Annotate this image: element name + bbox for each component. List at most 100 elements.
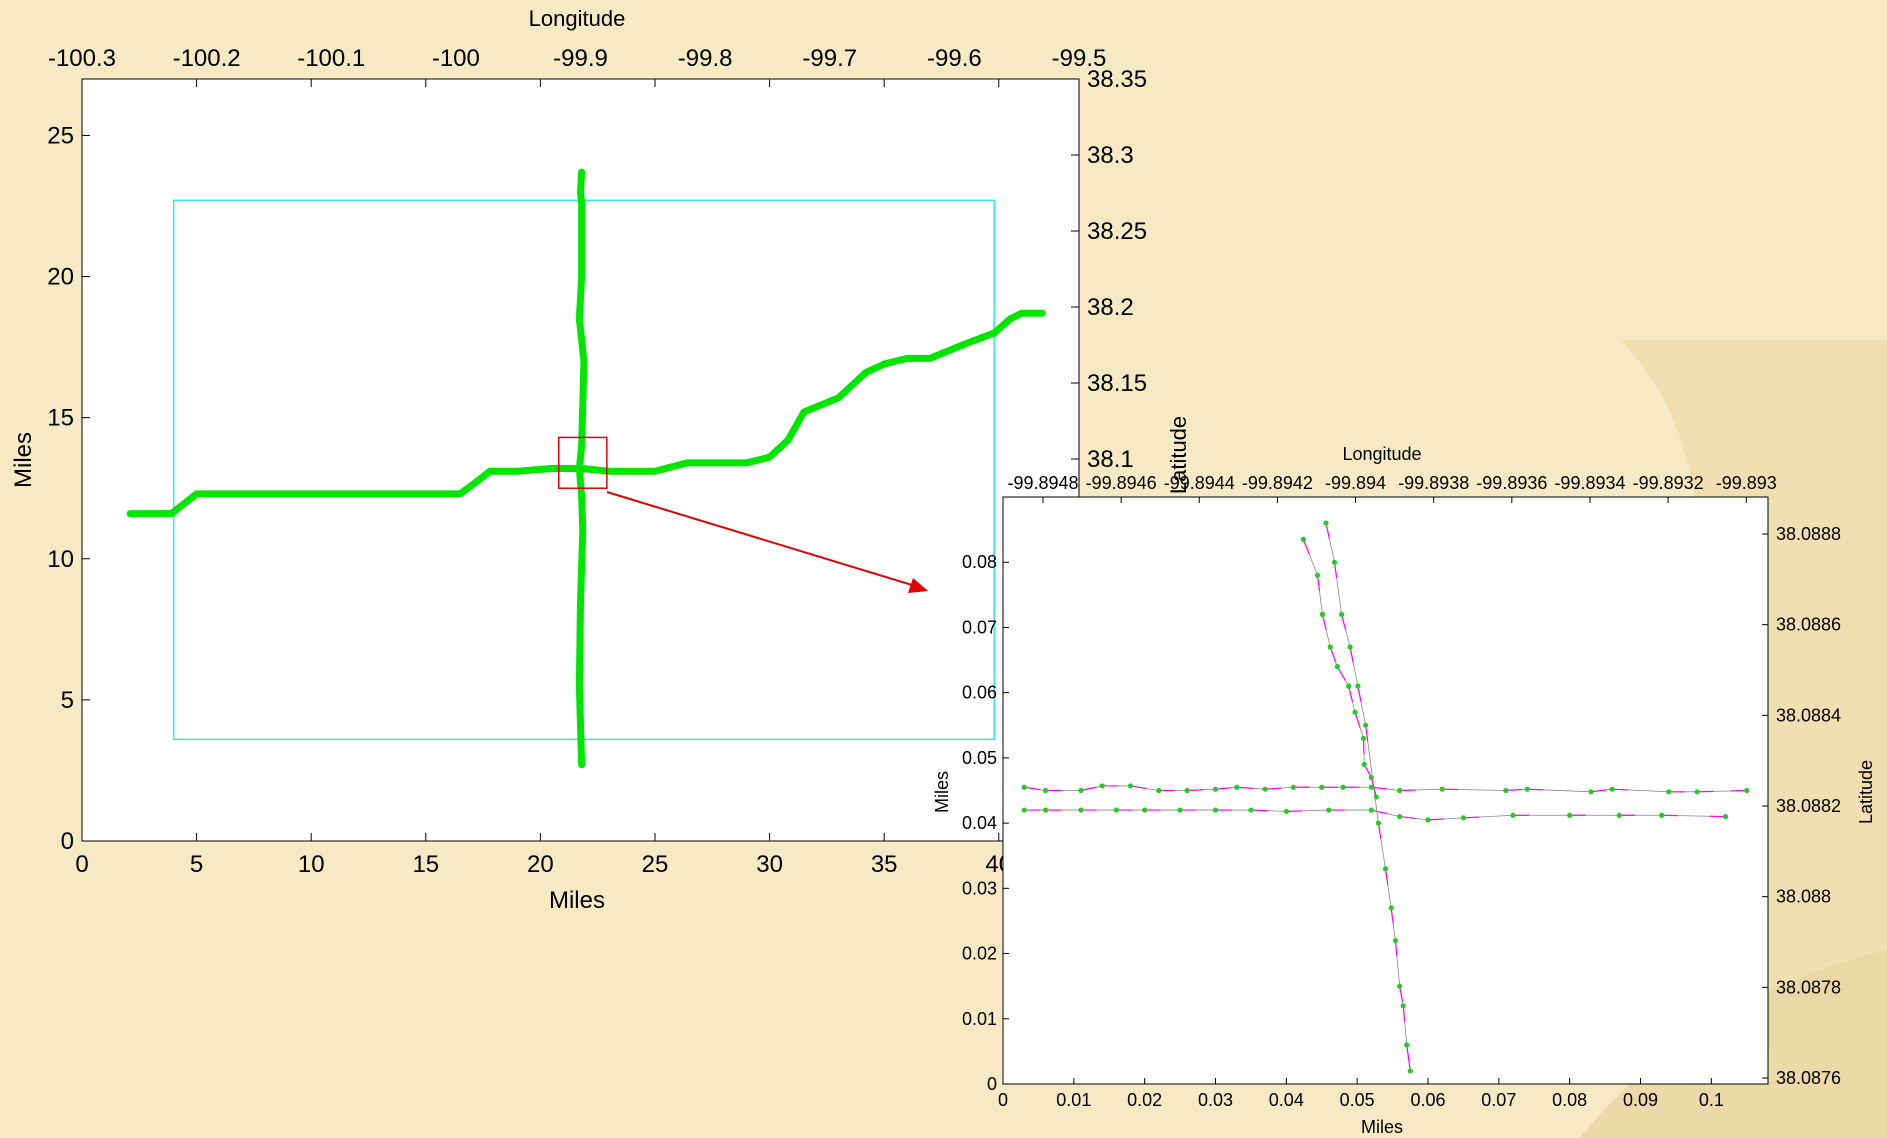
top-tick-label: -99.8946 <box>1086 473 1157 493</box>
lane-vector <box>1402 1005 1406 1022</box>
lane-point <box>1042 787 1049 794</box>
top-tick-label: -99.9 <box>553 45 608 72</box>
top-tick-label: -99.894 <box>1325 473 1386 493</box>
lane-point <box>1338 611 1345 618</box>
top-tick-label: -99.5 <box>1052 45 1107 72</box>
lane-vector <box>1236 786 1253 789</box>
x-tick-label: 30 <box>756 851 783 878</box>
lane-vector <box>1336 666 1346 681</box>
lane-point <box>1290 784 1297 790</box>
x-tick-label: 0.07 <box>1481 1090 1516 1110</box>
lane-point <box>1439 786 1445 792</box>
lane-vector <box>1384 868 1389 885</box>
lane-point <box>1021 784 1027 790</box>
lane-point <box>1375 820 1382 826</box>
lane-vector <box>1080 786 1097 792</box>
lane-vectors <box>1021 520 1750 1074</box>
lane-point <box>1400 1003 1406 1009</box>
y-tick-label: 0.02 <box>962 944 997 964</box>
lane-point <box>1397 787 1403 794</box>
lane-point <box>1722 813 1729 820</box>
left-x-ticks: 0 5 10 15 20 25 30 35 40 <box>75 79 1012 878</box>
x-tick-label: 0.08 <box>1552 1090 1587 1110</box>
lane-point <box>1234 784 1240 790</box>
right-right-ticks: 38.0888 38.0886 38.0884 38.0882 38.088 38.087… <box>1762 524 1841 1088</box>
lane-vector <box>1187 789 1204 792</box>
lane-point <box>1334 663 1340 670</box>
lane-vector <box>1399 815 1416 820</box>
lane-vector <box>1407 1055 1411 1072</box>
x-tick-label: 0.01 <box>1056 1090 1091 1110</box>
lane-vector <box>1250 809 1267 812</box>
right-plot-area <box>1002 496 1769 1085</box>
left-right-ticks: 38.35 38.3 38.25 38.2 38.15 38.1 <box>1071 66 1147 473</box>
right-tick-label: 38.2 <box>1087 294 1134 321</box>
lane-point <box>1113 807 1119 813</box>
right-tick-label: 38.0888 <box>1776 524 1841 544</box>
lane-point <box>1300 536 1306 542</box>
top-tick-label: -99.8932 <box>1633 473 1704 493</box>
lane-point <box>1042 807 1049 813</box>
lane-vector <box>1325 522 1330 539</box>
right-tick-label: 38.0884 <box>1776 705 1841 725</box>
lane-point <box>1744 787 1750 794</box>
y-tick-label: 10 <box>47 546 74 573</box>
y-tick-label: 0.01 <box>962 1009 997 1029</box>
lane-point <box>1510 812 1516 818</box>
x-tick-label: 0.03 <box>1198 1090 1233 1110</box>
zoom-arrow <box>606 491 928 593</box>
lane-point <box>1248 807 1254 813</box>
lane-vector <box>1390 907 1394 924</box>
lane-vector <box>1265 787 1282 790</box>
lane-point <box>1099 783 1105 789</box>
lane-point <box>1327 644 1333 650</box>
lane-vector <box>1590 789 1607 793</box>
x-tick-label: 10 <box>298 851 325 878</box>
lane-point <box>1021 807 1027 813</box>
lane-point <box>1363 722 1369 728</box>
lane-vector <box>1130 785 1147 790</box>
lane-vector <box>1024 786 1041 791</box>
lane-point <box>1314 572 1321 578</box>
y-tick-label: 25 <box>47 122 74 149</box>
lane-point <box>1397 813 1403 820</box>
y-tick-label: 20 <box>47 264 74 291</box>
x-tick-label: 0 <box>75 851 88 878</box>
lane-point <box>1425 817 1431 823</box>
lane-vector <box>1302 539 1310 555</box>
lane-point <box>1609 786 1615 792</box>
lane-point <box>1368 774 1374 781</box>
lane-point <box>1388 905 1394 911</box>
left-y-ticks: 0 5 10 15 20 25 <box>47 122 90 855</box>
lane-point <box>1347 644 1353 650</box>
top-tick-label: -99.8936 <box>1476 473 1547 493</box>
lane-point <box>1127 783 1134 789</box>
right-xlabel: Miles <box>1361 1117 1403 1137</box>
lane-point <box>1382 866 1389 872</box>
lane-point <box>1588 789 1594 795</box>
top-tick-label: -99.6 <box>927 45 982 72</box>
lane-point <box>1355 683 1361 689</box>
lane-vector <box>1321 614 1327 631</box>
lane-point <box>1460 815 1467 821</box>
x-tick-label: 0.09 <box>1623 1090 1658 1110</box>
y-tick-label: 0.05 <box>962 748 997 768</box>
lane-vector <box>1333 562 1338 579</box>
left-top-ticks: -100.3 -100.2 -100.1 -100 -99.9 -99.8 -99.7 -99… <box>48 45 1106 72</box>
lane-point <box>1503 787 1509 794</box>
lane-point <box>1142 807 1148 813</box>
lane-point <box>1078 787 1084 794</box>
y-tick-label: 0.06 <box>962 683 997 703</box>
lane-point <box>1323 520 1329 526</box>
top-tick-label: -100.3 <box>48 45 116 72</box>
right-tick-label: 38.1 <box>1087 446 1134 473</box>
lane-point <box>1567 812 1573 818</box>
x-tick-label: 0 <box>998 1090 1008 1110</box>
lane-point <box>1346 683 1352 689</box>
lane-point <box>1340 784 1346 790</box>
x-tick-label: 5 <box>190 851 203 878</box>
lane-point <box>1524 786 1530 792</box>
lane-point <box>1368 807 1374 813</box>
lane-point <box>1352 709 1358 715</box>
lane-vector <box>1341 614 1347 631</box>
